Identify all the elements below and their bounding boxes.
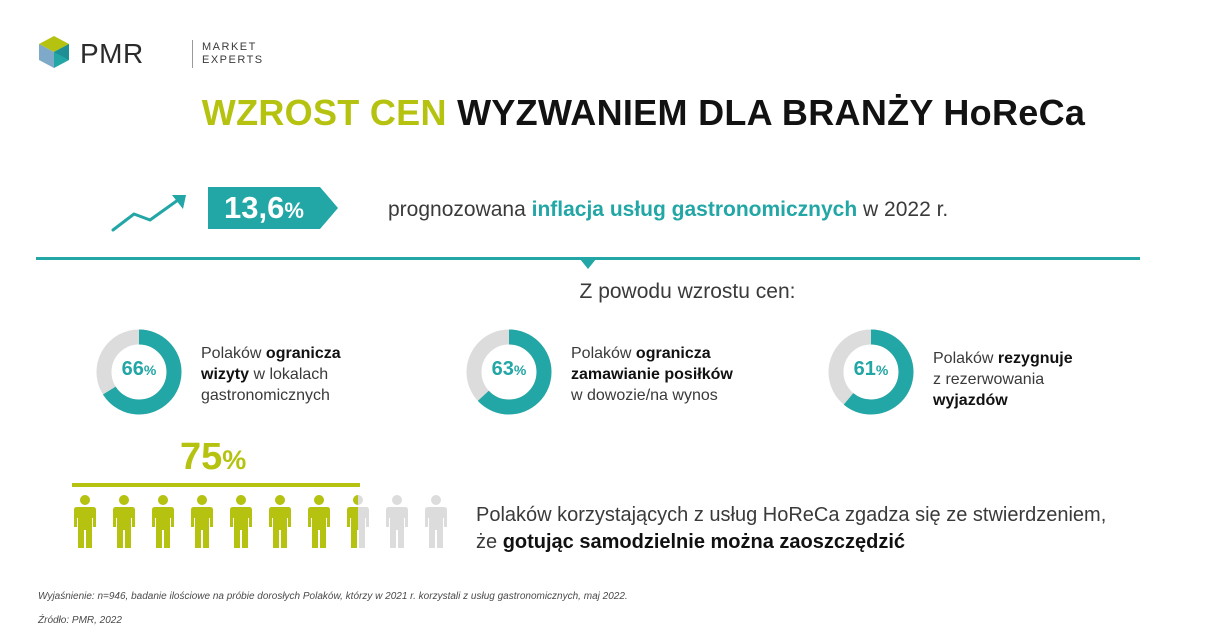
- stat1-line2-bold: wizyty: [201, 366, 250, 383]
- donut-unit: %: [513, 362, 527, 378]
- pmr-cube-icon: [39, 36, 69, 68]
- donut-unit: %: [875, 362, 889, 378]
- people-unit: %: [222, 445, 247, 475]
- donut-value: 63%: [465, 358, 553, 381]
- donut-number: 63: [491, 358, 514, 380]
- person-icon: [423, 494, 449, 548]
- inflation-badge: 13,6%: [208, 187, 338, 229]
- inflation-value: 13,6%: [224, 190, 304, 226]
- people-percentage: 75%: [180, 436, 246, 479]
- section-divider: [36, 257, 1140, 260]
- donut-arc: [828, 329, 914, 415]
- person-icon: [384, 494, 410, 548]
- people-icon-row: [72, 494, 452, 552]
- person-icon: [72, 494, 98, 548]
- donut-number: 61: [853, 358, 876, 380]
- people-percentage-bar: [72, 483, 360, 487]
- donut-value: 61%: [827, 358, 915, 381]
- stat-description-2: Polaków ogranicza zamawianie posiłków w …: [571, 343, 733, 406]
- source-note: Źródło: PMR, 2022: [38, 615, 122, 626]
- page-title: WZROST CEN WYZWANIEM DLA BRANŻY HoReCa: [0, 92, 1217, 134]
- inflation-text-after: w 2022 r.: [863, 198, 949, 221]
- people-description: Polaków korzystających z usług HoReCa zg…: [476, 502, 1106, 556]
- person-icon: [228, 494, 254, 548]
- stat2-line1-plain: Polaków: [571, 345, 636, 362]
- subheading: Z powodu wzrostu cen:: [579, 280, 796, 303]
- stat1-line3-plain: gastronomicznych: [201, 387, 330, 404]
- person-icon: [345, 494, 371, 548]
- person-icon: [150, 494, 176, 548]
- stat2-line2-bold: zamawianie posiłków: [571, 366, 733, 383]
- inflation-text-highlight: inflacja usług gastronomicznych: [531, 198, 858, 221]
- logo-brand: PMR: [80, 38, 144, 69]
- inflation-badge-arrow: [320, 187, 338, 229]
- people-number: 75: [180, 436, 223, 478]
- stat3-line1-plain: Polaków: [933, 350, 998, 367]
- logo-tagline: MARKET EXPERTS: [202, 41, 264, 67]
- stat3-line1-bold: rezygnuje: [997, 350, 1073, 367]
- stat3-line2-plain: z rezerwowania: [933, 371, 1045, 388]
- inflation-badge-bg: [208, 187, 320, 229]
- person-icon: [267, 494, 293, 548]
- donut-chart-63: 63%: [465, 328, 553, 416]
- donut-ring: [96, 329, 182, 415]
- logo-tagline-line2: EXPERTS: [202, 54, 264, 66]
- stat1-line2-plain: w lokalach: [249, 366, 329, 383]
- donut-chart-66: 66%: [95, 328, 183, 416]
- title-accent: WZROST CEN: [201, 92, 447, 133]
- stat1-line1-bold: ogranicza: [265, 345, 341, 362]
- donut-ring: [466, 329, 552, 415]
- donut-chart-61: 61%: [827, 328, 915, 416]
- people-text-line1: Polaków korzystających z usług HoReCa zg…: [476, 504, 1107, 526]
- donut-ring: [828, 329, 914, 415]
- inflation-description: prognozowana inflacja usług gastronomicz…: [388, 198, 948, 222]
- donut-arc: [96, 329, 182, 415]
- stat1-line1-plain: Polaków: [201, 345, 266, 362]
- donut-unit: %: [143, 362, 157, 378]
- stat2-line1-bold: ogranicza: [635, 345, 711, 362]
- title-rest: WYZWANIEM DLA BRANŻY HoReCa: [457, 92, 1086, 133]
- person-icon: [111, 494, 137, 548]
- trend-up-arrow-icon: [111, 195, 186, 232]
- logo-tagline-line1: MARKET: [202, 41, 257, 53]
- stat-description-3: Polaków rezygnuje z rezerwowania wyjazdó…: [933, 348, 1073, 411]
- inflation-text-before: prognozowana: [388, 198, 526, 221]
- stat2-line3-plain: w dowozie/na wynos: [571, 387, 718, 404]
- people-text-line2-plain: że: [476, 531, 503, 553]
- people-text-line2-bold: gotując samodzielnie można zaoszczędzić: [502, 531, 906, 553]
- divider-pointer: [580, 259, 596, 269]
- stat-description-1: Polaków ogranicza wizyty w lokalach gast…: [201, 343, 341, 406]
- inflation-number: 13,6: [224, 190, 285, 225]
- pmr-logo: PMR MARKET EXPERTS: [36, 34, 262, 74]
- footnote: Wyjaśnienie: n=946, badanie ilościowe na…: [38, 591, 628, 602]
- person-icon: [189, 494, 215, 548]
- inflation-unit: %: [284, 198, 304, 223]
- donut-number: 66: [121, 358, 144, 380]
- donut-arc: [466, 329, 552, 415]
- person-icon: [306, 494, 332, 548]
- donut-value: 66%: [95, 358, 183, 381]
- logo-separator: [192, 40, 193, 68]
- stat3-line3-bold: wyjazdów: [933, 392, 1008, 409]
